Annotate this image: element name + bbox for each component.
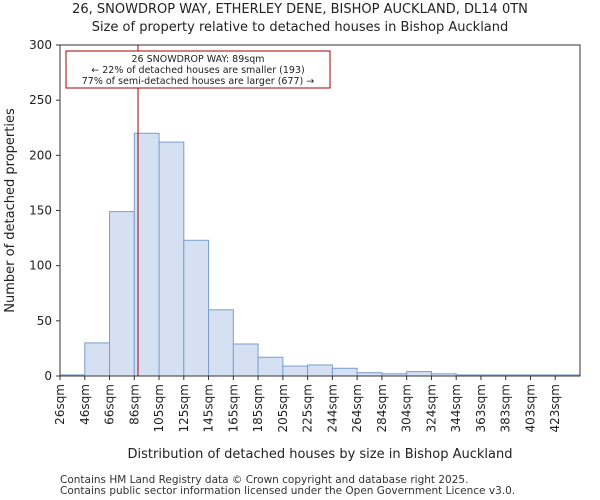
bar-66sqm xyxy=(109,211,135,377)
x-tick-label: 225sqm xyxy=(301,384,315,432)
x-tick-label: 363sqm xyxy=(474,384,488,432)
y-tick-label: 300 xyxy=(29,38,52,52)
annotation-line-1: 26 SNOWDROP WAY: 89sqm xyxy=(132,54,265,65)
footer-line-1: Contains HM Land Registry data © Crown c… xyxy=(60,474,469,486)
y-tick-label: 100 xyxy=(29,259,52,273)
annotation-line-3: 77% of semi-detached houses are larger (… xyxy=(82,76,315,87)
bar-205sqm xyxy=(282,365,309,377)
footer-line-2: Contains public sector information licen… xyxy=(60,485,516,497)
bar-105sqm xyxy=(158,141,185,377)
x-tick-label: 165sqm xyxy=(226,384,240,432)
x-tick-label: 46sqm xyxy=(78,384,92,425)
x-tick-label: 304sqm xyxy=(400,384,414,432)
x-tick-label: 383sqm xyxy=(499,384,513,432)
x-tick-label: 205sqm xyxy=(276,384,290,432)
x-tick-label: 105sqm xyxy=(152,384,166,432)
annotation-line-2: ← 22% of detached houses are smaller (19… xyxy=(91,65,304,76)
x-tick-label: 344sqm xyxy=(449,384,463,432)
x-tick-label: 264sqm xyxy=(350,384,364,432)
bar-304sqm xyxy=(406,371,432,377)
x-axis-label: Distribution of detached houses by size … xyxy=(128,447,513,462)
bar-165sqm xyxy=(232,343,259,377)
x-tick-label: 125sqm xyxy=(177,384,191,432)
chart-subtitle: Size of property relative to detached ho… xyxy=(91,20,509,35)
x-axis-ticks: 26sqm 46sqm 66sqm 86sqm 105sqm 125sqm 145sqm 16… xyxy=(53,376,562,432)
y-axis-label: Number of detached properties xyxy=(3,108,18,313)
x-tick-label: 86sqm xyxy=(127,384,141,425)
chart-area: 0 50 100 150 200 250 300 26sqm 46sqm 66sqm 86sqm 1… xyxy=(3,38,581,462)
x-tick-label: 324sqm xyxy=(424,384,438,432)
y-tick-label: 150 xyxy=(29,204,52,218)
bar-46sqm xyxy=(84,342,111,377)
x-tick-label: 423sqm xyxy=(548,384,562,432)
bar-125sqm xyxy=(183,239,210,377)
x-tick-label: 284sqm xyxy=(375,384,389,432)
chart-title: 26, SNOWDROP WAY, ETHERLEY DENE, BISHOP … xyxy=(72,2,528,17)
bar-185sqm xyxy=(257,356,284,377)
annotation-box xyxy=(65,50,331,89)
x-tick-label: 403sqm xyxy=(523,384,537,432)
x-tick-label: 185sqm xyxy=(251,384,265,432)
y-tick-label: 250 xyxy=(29,93,52,107)
y-axis-ticks: 0 50 100 150 200 250 300 xyxy=(29,38,60,383)
y-tick-label: 50 xyxy=(37,314,52,328)
x-tick-label: 66sqm xyxy=(103,384,117,425)
x-tick-label: 26sqm xyxy=(53,384,67,425)
bar-145sqm xyxy=(208,309,234,377)
bar-244sqm xyxy=(331,367,358,377)
bar-225sqm xyxy=(307,364,333,377)
y-tick-label: 200 xyxy=(29,148,52,162)
x-tick-label: 244sqm xyxy=(325,384,339,432)
x-tick-label: 145sqm xyxy=(202,384,216,432)
y-tick-label: 0 xyxy=(44,369,52,383)
plot-frame xyxy=(59,44,581,377)
